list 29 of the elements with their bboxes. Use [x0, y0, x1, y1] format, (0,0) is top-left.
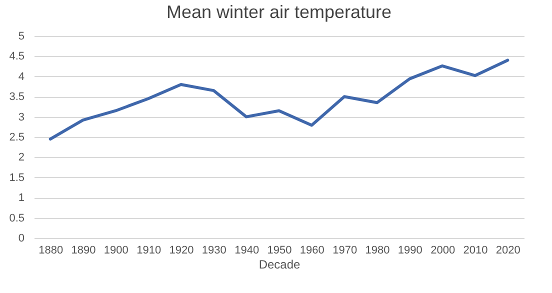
x-tick-label: 1950 [267, 244, 292, 256]
x-tick-label: 1980 [365, 244, 390, 256]
line-series [48, 58, 510, 141]
x-tick-label: 1990 [398, 244, 422, 256]
x-tick-label: 1940 [234, 244, 260, 256]
x-tick-label: 2010 [463, 244, 488, 256]
y-tick-label: 2.5 [9, 132, 24, 144]
x-tick-label: 1920 [169, 244, 194, 256]
y-tick-label: 0 [18, 232, 24, 244]
x-tick-label: 1900 [104, 244, 128, 256]
y-tick-label: 4 [18, 70, 24, 83]
x-tick-label: 1930 [202, 244, 226, 256]
y-tick-label: 3 [18, 111, 24, 124]
x-tick-label: 1910 [136, 244, 162, 256]
y-tick-label: 0.5 [9, 212, 24, 224]
y-tick-label: 2 [18, 152, 24, 164]
x-tick-label: 1890 [71, 244, 96, 256]
y-tick-label: 1 [18, 192, 24, 204]
chart-title: Mean winter air temperature [166, 2, 392, 22]
y-tick-label: 4.5 [9, 50, 24, 63]
x-tick-label: 2020 [496, 244, 520, 256]
x-axis-title: Decade [258, 258, 300, 272]
y-tick-label: 1.5 [9, 172, 24, 184]
x-tick-label: 1970 [332, 244, 358, 256]
y-tick-label: 5 [18, 30, 24, 42]
y-tick-label: 3.5 [9, 91, 24, 104]
x-tick-label: 1880 [38, 244, 64, 256]
x-tick-label: 1960 [300, 244, 324, 256]
x-tick-label: 2000 [430, 244, 456, 256]
